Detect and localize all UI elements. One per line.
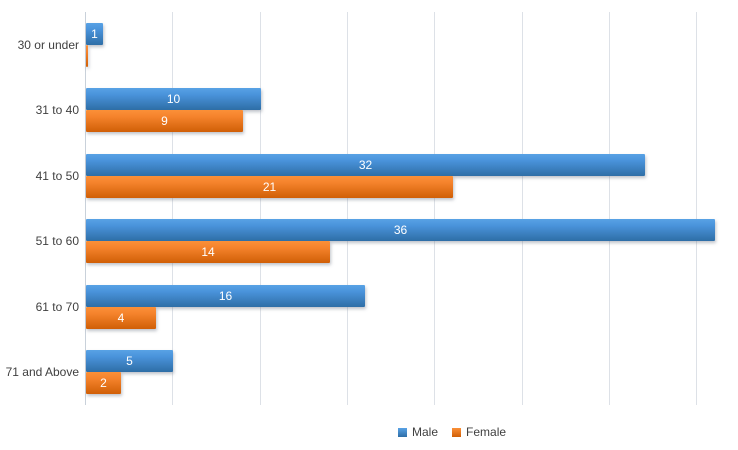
bar-female-51-to-60: 14: [86, 241, 330, 263]
data-label-female-61-to-70: 4: [117, 311, 125, 325]
bar-female-30-or-under: [86, 45, 88, 67]
data-label-male-61-to-70: 16: [218, 289, 233, 303]
data-label-male-41-to-50: 32: [358, 158, 373, 172]
male-series-swatch-icon: [398, 427, 407, 437]
legend-label-male: Male: [412, 425, 439, 439]
bar-male-30-or-under: 1: [86, 23, 103, 45]
data-label-male-31-to-40: 10: [166, 92, 181, 106]
category-label-51-to-60: 51 to 60: [35, 234, 79, 248]
data-label-male-51-to-60: 36: [393, 223, 408, 237]
gridline-20: [434, 12, 435, 405]
legend: Male Female: [398, 425, 506, 439]
gridline-30: [609, 12, 610, 405]
bar-female-71-and-above: 2: [86, 372, 121, 394]
gridline-10: [260, 12, 261, 405]
bar-female-61-to-70: 4: [86, 307, 156, 329]
bar-female-41-to-50: 21: [86, 176, 453, 198]
data-label-male-30-or-under: 1: [91, 27, 98, 41]
legend-item-male: Male: [398, 425, 438, 439]
category-label-30-or-under: 30 or under: [17, 38, 79, 52]
category-axis-line: [85, 12, 86, 405]
bar-male-31-to-40: 10: [86, 88, 261, 110]
legend-item-female: Female: [452, 425, 506, 439]
gridline-35: [696, 12, 697, 405]
gridline-25: [522, 12, 523, 405]
data-label-female-31-to-40: 9: [161, 114, 168, 128]
category-label-71-and-above: 71 and Above: [5, 365, 79, 379]
gridline-15: [347, 12, 348, 405]
category-label-31-to-40: 31 to 40: [35, 103, 79, 117]
bar-male-61-to-70: 16: [86, 285, 365, 307]
bar-female-31-to-40: 9: [86, 110, 243, 132]
bar-male-51-to-60: 36: [86, 219, 715, 241]
gridline-5: [172, 12, 173, 405]
bar-male-71-and-above: 5: [86, 350, 173, 372]
bar-male-41-to-50: 32: [86, 154, 645, 176]
data-label-male-71-and-above: 5: [126, 354, 133, 368]
data-label-female-71-and-above: 2: [100, 376, 107, 390]
legend-label-female: Female: [466, 425, 507, 439]
category-label-41-to-50: 41 to 50: [35, 169, 79, 183]
female-series-swatch-icon: [452, 427, 462, 437]
data-label-female-51-to-60: 14: [201, 245, 215, 259]
category-label-61-to-70: 61 to 70: [35, 300, 79, 314]
data-label-female-41-to-50: 21: [262, 180, 277, 194]
